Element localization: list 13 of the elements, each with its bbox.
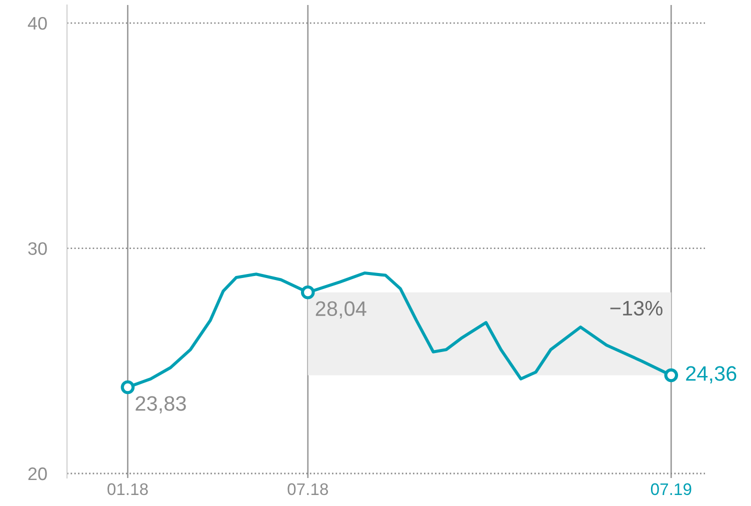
point xyxy=(664,368,678,382)
y-tick-label: 20 xyxy=(28,467,47,480)
data-label: 24,36 xyxy=(686,366,736,384)
x-tick-label: 07.18 xyxy=(288,483,328,496)
y-tick-label: 40 xyxy=(28,16,47,30)
x-tick-label: 01.18 xyxy=(108,483,148,496)
data-label: 28,04 xyxy=(316,301,366,318)
y-tick-label: 30 xyxy=(28,242,47,255)
band-label: −13% xyxy=(610,300,662,316)
point xyxy=(300,285,315,300)
x-tick-label: 07.19 xyxy=(650,483,692,496)
point xyxy=(120,380,135,394)
data-label: 23,83 xyxy=(136,396,186,414)
